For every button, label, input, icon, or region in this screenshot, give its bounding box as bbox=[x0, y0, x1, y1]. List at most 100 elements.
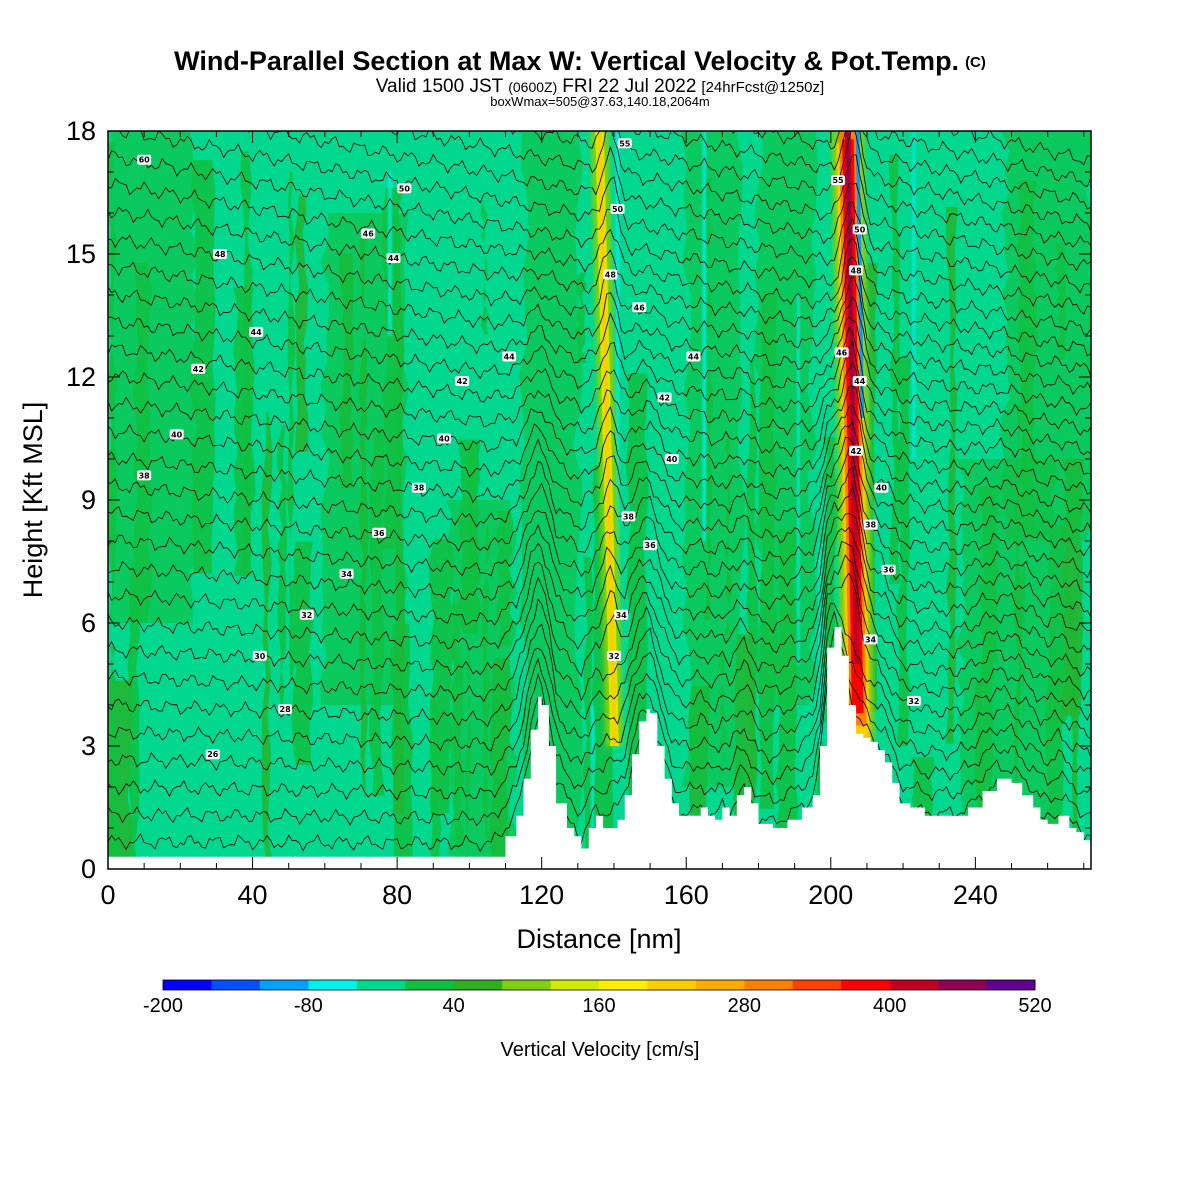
velocity-patch-green bbox=[955, 459, 1061, 828]
theta-label: 48 bbox=[213, 249, 228, 259]
velocity-patch-green bbox=[753, 131, 818, 705]
updraft-west-core bbox=[597, 131, 617, 746]
colorbar-swatch bbox=[308, 980, 358, 990]
theta-label: 40 bbox=[874, 482, 889, 493]
velocity-band-light-green bbox=[480, 195, 490, 335]
theta-label-text: 38 bbox=[623, 512, 635, 521]
theta-label: 32 bbox=[299, 609, 314, 620]
theta-contour-labels: 60 48 44 42 40 38 46 44 50 44 42 40 38 36 34 32 30 28 26 55… bbox=[137, 138, 921, 760]
theta-label-text: 50 bbox=[612, 205, 624, 214]
theta-label-bg bbox=[664, 454, 679, 464]
theta-contours bbox=[108, 131, 1091, 853]
theta-label-bg bbox=[643, 540, 658, 551]
theta-label-bg bbox=[852, 376, 867, 387]
theta-label: 36 bbox=[372, 527, 387, 538]
theta-label-text: 34 bbox=[616, 611, 628, 620]
theta-label-text: 44 bbox=[854, 377, 866, 386]
theta-label: 46 bbox=[834, 347, 849, 358]
theta-label-bg bbox=[852, 224, 867, 235]
colorbar-swatch bbox=[647, 980, 697, 990]
colorbar-swatch bbox=[163, 980, 212, 990]
theta-label-text: 44 bbox=[251, 328, 263, 337]
theta-contour-line bbox=[108, 513, 1091, 653]
theta-label-bg bbox=[213, 249, 228, 259]
theta-label-bg bbox=[686, 351, 701, 362]
y-tick-label: 15 bbox=[66, 239, 96, 269]
theta-label-bg bbox=[610, 203, 625, 214]
colorbar-swatch bbox=[599, 980, 648, 990]
theta-label-bg bbox=[606, 650, 621, 661]
velocity-patch-green bbox=[1000, 131, 1091, 541]
theta-label-bg bbox=[191, 363, 206, 374]
theta-label: 48 bbox=[603, 269, 618, 280]
theta-label-bg bbox=[849, 445, 864, 456]
theta-label-text: 60 bbox=[139, 156, 151, 165]
theta-label: 44 bbox=[686, 351, 701, 362]
velocity-patch-green bbox=[518, 131, 584, 828]
theta-label: 44 bbox=[386, 253, 401, 264]
x-tick-label: 240 bbox=[953, 880, 998, 910]
theta-label-text: 32 bbox=[301, 611, 312, 620]
theta-label-text: 48 bbox=[214, 250, 226, 259]
y-tick-label: 18 bbox=[66, 116, 96, 146]
theta-label-text: 40 bbox=[666, 455, 678, 464]
theta-label: 32 bbox=[606, 650, 621, 661]
theta-label-text: 46 bbox=[836, 348, 848, 357]
theta-label-bg bbox=[617, 138, 632, 149]
theta-contour-line bbox=[108, 650, 1091, 827]
x-axis-ticks: 0 40 80 120 160 200 240 bbox=[100, 131, 1085, 910]
theta-label-bg bbox=[397, 183, 412, 194]
theta-label: 28 bbox=[278, 704, 293, 715]
colorbar-swatch bbox=[841, 980, 891, 990]
theta-contour-line bbox=[241, 131, 1091, 294]
y-tick-label: 6 bbox=[81, 608, 96, 638]
chart-subtitle-2: boxWmax=505@37.63,140.18,2064m bbox=[490, 94, 710, 109]
theta-contour-line bbox=[108, 486, 1091, 632]
theta-label-text: 32 bbox=[608, 652, 619, 661]
theta-label: 42 bbox=[657, 392, 672, 403]
theta-label-bg bbox=[906, 695, 921, 706]
theta-contour-line bbox=[108, 360, 1091, 495]
theta-label-bg bbox=[137, 154, 152, 165]
theta-label-bg bbox=[249, 326, 264, 337]
colorbar-tick-label: 40 bbox=[443, 995, 465, 1017]
theta-label: 44 bbox=[852, 376, 867, 387]
theta-label-text: 46 bbox=[634, 303, 646, 312]
chart-subtitle: Valid 1500 JST (0600Z) FRI 22 Jul 2022 [24h… bbox=[376, 76, 824, 97]
colorbar-swatch bbox=[356, 980, 406, 990]
x-axis-label: Distance [nm] bbox=[516, 924, 681, 954]
velocity-band-light-green bbox=[108, 646, 117, 868]
colorbar-swatch bbox=[550, 980, 600, 990]
theta-label-bg bbox=[502, 351, 517, 362]
theta-contour-line bbox=[108, 447, 1091, 599]
x-tick-label: 200 bbox=[808, 880, 853, 910]
y-axis-label: Height [Kft MSL] bbox=[18, 402, 48, 599]
theta-contour-line bbox=[108, 340, 1091, 475]
velocity-patch-green bbox=[681, 131, 746, 787]
theta-contour-line bbox=[108, 436, 1091, 579]
colorbar-swatch bbox=[453, 980, 503, 990]
theta-label-text: 50 bbox=[399, 184, 411, 193]
theta-label-text: 55 bbox=[619, 139, 631, 148]
theta-contour-line bbox=[108, 602, 1091, 759]
y-tick-label: 0 bbox=[81, 854, 96, 884]
theta-label-bg bbox=[339, 568, 354, 579]
velocity-band-light-green bbox=[261, 412, 273, 869]
theta-label-text: 42 bbox=[457, 377, 468, 386]
x-tick-label: 0 bbox=[100, 880, 115, 910]
theta-label-bg bbox=[205, 749, 220, 760]
colorbar-swatch bbox=[405, 980, 455, 990]
theta-label: 26 bbox=[205, 749, 220, 760]
theta-contour-line bbox=[390, 131, 1091, 272]
colorbar-tick-label: 400 bbox=[873, 995, 906, 1017]
theta-label: 44 bbox=[502, 351, 517, 362]
theta-contour-line bbox=[108, 627, 1091, 801]
theta-label-text: 44 bbox=[388, 254, 400, 263]
colorbar-swatch bbox=[744, 980, 794, 990]
y-tick-label: 3 bbox=[81, 731, 96, 761]
theta-contour-line bbox=[108, 316, 1091, 456]
theta-label: 40 bbox=[664, 454, 679, 464]
theta-label-text: 44 bbox=[688, 353, 700, 362]
theta-label-bg bbox=[614, 609, 629, 620]
